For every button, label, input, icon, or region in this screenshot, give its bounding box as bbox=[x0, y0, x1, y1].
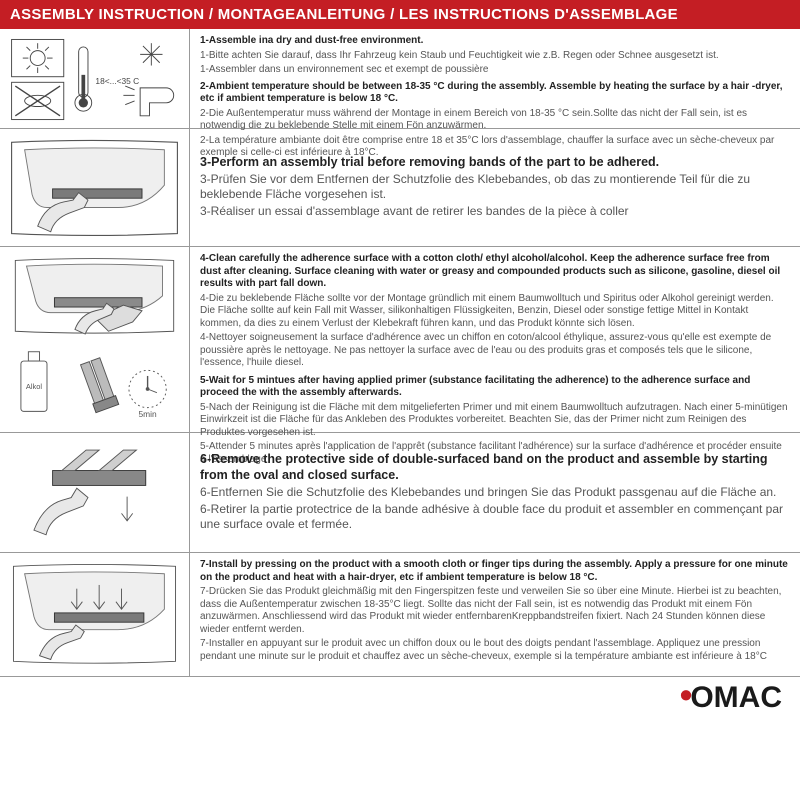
step-text-6: 6-Remove the protective side of double-s… bbox=[190, 433, 800, 552]
illustration-2 bbox=[0, 129, 190, 246]
logo-text: OMAC bbox=[690, 681, 782, 714]
s3-de: 3-Prüfen Sie vor dem Entfernen der Schut… bbox=[200, 172, 790, 202]
step-row-2: 3-Perform an assembly trial before remov… bbox=[0, 129, 800, 247]
step-row-4: 6-Remove the protective side of double-s… bbox=[0, 433, 800, 553]
svg-text:18<...<35 C: 18<...<35 C bbox=[95, 76, 139, 86]
s2-en: 2-Ambient temperature should be between … bbox=[200, 81, 790, 106]
step-text-4-5: 4-Clean carefully the adherence surface … bbox=[190, 247, 800, 432]
footer: •OMAC bbox=[0, 677, 800, 715]
s1-de: 1-Bitte achten Sie darauf, dass Ihr Fahr… bbox=[200, 50, 790, 63]
step-row-5: 7-Install by pressing on the product wit… bbox=[0, 553, 800, 677]
step-row-1: 18<...<35 C 1-Assemble ina dry and dust-… bbox=[0, 29, 800, 129]
s6-fr: 6-Retirer la partie protectrice de la ba… bbox=[200, 502, 790, 532]
step-text-1-2: 1-Assemble ina dry and dust-free environ… bbox=[190, 29, 800, 128]
step-text-7: 7-Install by pressing on the product wit… bbox=[190, 553, 800, 676]
illustration-4 bbox=[0, 433, 190, 552]
illustration-3: Alkol 5min bbox=[0, 247, 190, 432]
s6-en: 6-Remove the protective side of double-s… bbox=[200, 451, 790, 484]
s3-fr: 3-Réaliser un essai d'assemblage avant d… bbox=[200, 204, 790, 219]
illustration-1: 18<...<35 C bbox=[0, 29, 190, 128]
s6-de: 6-Entfernen Sie die Schutzfolie des Kleb… bbox=[200, 485, 790, 500]
s4-de: 4-Die zu beklebende Fläche sollte vor de… bbox=[200, 293, 790, 331]
svg-text:Alkol: Alkol bbox=[26, 382, 42, 391]
s1-en: 1-Assemble ina dry and dust-free environ… bbox=[200, 35, 790, 48]
s5-en: 5-Wait for 5 mintues after having applie… bbox=[200, 375, 790, 400]
s4-en: 4-Clean carefully the adherence surface … bbox=[200, 253, 790, 291]
s4-fr: 4-Nettoyer soigneusement la surface d'ad… bbox=[200, 332, 790, 370]
brand-logo: •OMAC bbox=[680, 681, 782, 715]
s7-fr: 7-Installer en appuyant sur le produit a… bbox=[200, 638, 790, 663]
s3-en: 3-Perform an assembly trial before remov… bbox=[200, 154, 790, 170]
s7-de: 7-Drücken Sie das Produkt gleichmäßig mi… bbox=[200, 586, 790, 636]
illustration-5 bbox=[0, 553, 190, 676]
step-text-3: 3-Perform an assembly trial before remov… bbox=[190, 129, 800, 246]
svg-text:5min: 5min bbox=[139, 409, 157, 419]
header-title: ASSEMBLY INSTRUCTION / MONTAGEANLEITUNG … bbox=[0, 0, 800, 29]
step-row-3: Alkol 5min 4-Clean carefully the adheren… bbox=[0, 247, 800, 433]
s7-en: 7-Install by pressing on the product wit… bbox=[200, 559, 790, 584]
s1-fr: 1-Assembler dans un environnement sec et… bbox=[200, 64, 790, 77]
